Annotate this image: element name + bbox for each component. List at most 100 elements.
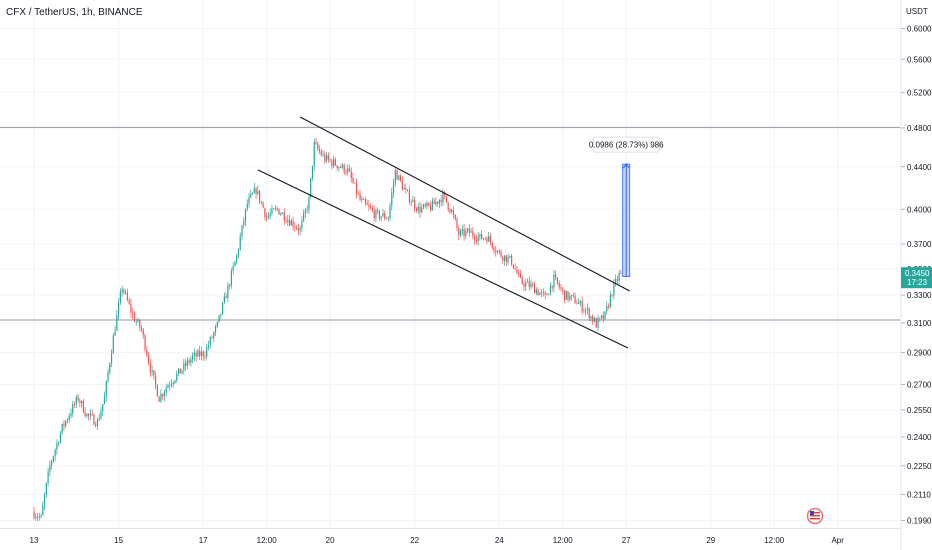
price-axis[interactable]: 0.6000 0.5600 0.5200 0.4800 0.4400 0.4000 0.37… — [900, 0, 932, 550]
price-unit: USDT — [906, 7, 928, 16]
candle-body — [165, 387, 167, 393]
candle-body — [59, 432, 62, 443]
x-tick-label: 13 — [30, 536, 39, 545]
candle-body — [539, 292, 541, 295]
candle-body — [95, 424, 97, 427]
candle-body — [297, 228, 299, 231]
candle-body — [466, 228, 469, 231]
candle-body — [592, 316, 594, 322]
candle-body — [333, 159, 335, 166]
candle-body — [89, 413, 91, 416]
candle-body — [214, 326, 217, 333]
candle-body — [482, 238, 485, 240]
price-range-measure[interactable]: 0.0986 (28.73%) 986 — [589, 136, 664, 277]
candle-body — [232, 266, 234, 271]
candle-body — [260, 201, 262, 203]
y-tick-label: 0.2400 — [907, 433, 932, 442]
candle-body — [451, 209, 453, 213]
last-price-tag — [901, 267, 932, 289]
candle-body — [199, 350, 201, 357]
time-axis[interactable]: 13 15 17 12:00 20 22 24 12:00 27 29 12:00 Apr — [0, 528, 901, 546]
candle-body — [417, 206, 419, 211]
candle-body — [61, 423, 63, 433]
y-tick-label: 0.2110 — [907, 490, 931, 499]
candle-body — [327, 155, 329, 160]
candle-body — [518, 273, 520, 275]
candle-body — [475, 239, 477, 241]
candle-body — [555, 274, 557, 278]
x-tick-label: 24 — [495, 536, 504, 545]
candle-body — [468, 228, 470, 233]
candle-body — [257, 190, 259, 194]
candle-body — [325, 155, 328, 162]
candle-body — [234, 261, 236, 267]
candle-body — [72, 404, 74, 414]
candle-body — [318, 148, 321, 152]
descending-channel[interactable] — [257, 116, 630, 349]
candle-body — [227, 285, 229, 299]
candle-body — [179, 368, 181, 374]
candle-body — [426, 202, 428, 207]
candle-body — [442, 192, 444, 203]
candle-body — [424, 204, 426, 207]
candle-body — [84, 412, 86, 416]
candle-body — [133, 314, 136, 322]
candle-body — [595, 318, 597, 328]
candle-body — [526, 281, 529, 283]
candle-body — [243, 221, 245, 226]
candle-body — [125, 292, 127, 294]
candle-body — [565, 291, 567, 300]
candle-body — [250, 194, 252, 198]
y-tick-label: 0.2700 — [907, 380, 932, 389]
candle-body — [206, 347, 208, 357]
candle-body — [204, 356, 206, 357]
candle-body — [195, 352, 197, 357]
last-price-countdown: 17:23 — [907, 278, 928, 287]
candle-body — [109, 363, 111, 373]
candle-body — [525, 282, 527, 287]
candle-body — [549, 285, 552, 295]
candle-body — [546, 294, 548, 296]
candle-body — [556, 277, 559, 284]
us-flag-icon[interactable] — [806, 507, 824, 525]
candle-body — [495, 250, 497, 252]
candle-body — [308, 197, 310, 210]
candle-body — [502, 256, 504, 261]
candle-body — [562, 288, 564, 291]
candle-body — [88, 413, 90, 416]
candle-body — [461, 229, 463, 231]
candle-body — [519, 273, 522, 278]
candle-body — [320, 151, 322, 156]
x-tick-label: 27 — [622, 536, 631, 545]
candle-body — [147, 355, 150, 363]
candle-body — [301, 220, 303, 229]
candle-body — [373, 210, 375, 218]
candle-body — [578, 302, 580, 305]
candle-body — [174, 380, 176, 383]
candle-body — [253, 188, 255, 194]
candle-body — [237, 249, 240, 256]
candle-body — [500, 251, 502, 257]
candle-body — [93, 414, 95, 425]
candle-body — [311, 165, 314, 178]
candle-body — [36, 517, 39, 518]
candle-body — [102, 403, 104, 412]
candle-body — [287, 219, 289, 222]
chart-grid — [0, 0, 900, 528]
candle-body — [380, 216, 382, 219]
candle-body — [43, 494, 46, 506]
candle-body — [615, 278, 617, 283]
candle-body — [470, 231, 472, 233]
candle-body — [63, 423, 65, 426]
candle-body — [139, 319, 141, 328]
candle-body — [230, 270, 232, 286]
candle-body — [160, 394, 162, 402]
candle-body — [188, 360, 190, 363]
candle-body — [421, 207, 423, 213]
candle-body — [66, 419, 69, 421]
candle-body — [116, 314, 118, 331]
candle-body — [158, 396, 160, 402]
candle-body — [338, 166, 340, 169]
candle-body — [340, 166, 342, 168]
